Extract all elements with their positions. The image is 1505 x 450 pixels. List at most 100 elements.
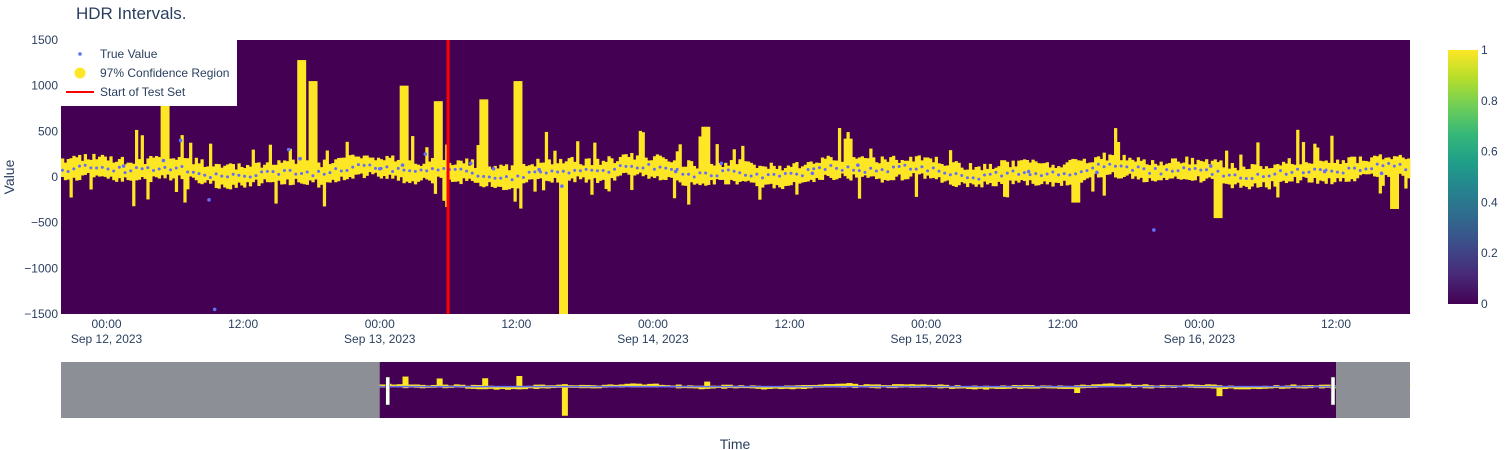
true-value-point [1170, 169, 1174, 173]
legend[interactable]: True Value 97% Confidence Region Start of … [61, 40, 237, 106]
confidence-bar [985, 168, 990, 185]
confidence-bar [678, 144, 682, 183]
confidence-bar [1122, 154, 1126, 177]
confidence-bar [334, 159, 338, 183]
confidence-bar [635, 155, 640, 175]
slider-bar [1108, 383, 1115, 388]
true-value-point [1322, 169, 1327, 174]
true-value-point [578, 169, 582, 173]
true-value-point [635, 166, 639, 170]
confidence-bar [180, 135, 184, 180]
slider-bar [971, 385, 978, 390]
colorbar-tick-label: 0.8 [1481, 94, 1498, 108]
confidence-bar [789, 166, 793, 186]
confidence-bar [100, 154, 105, 177]
true-value-point [1296, 167, 1300, 171]
true-value-point [681, 172, 685, 176]
confidence-bar [1392, 156, 1397, 209]
confidence-bar [109, 156, 113, 177]
confidence-bar [257, 162, 261, 187]
confidence-bar [820, 157, 825, 180]
confidence-bar [718, 163, 722, 180]
confidence-bar [607, 156, 611, 192]
main-plot-area[interactable] [60, 40, 1411, 314]
true-value-point [1108, 162, 1112, 166]
true-value-point [377, 166, 382, 171]
confidence-bar [963, 169, 967, 184]
confidence-bar [590, 165, 594, 195]
true-value-point [852, 168, 856, 172]
confidence-bar [456, 160, 460, 182]
true-value-point [863, 170, 867, 174]
true-value-point [721, 169, 725, 173]
confidence-bar [1119, 160, 1123, 179]
true-value-point [971, 176, 975, 180]
true-value-point [527, 170, 531, 174]
slider-bar [396, 384, 403, 388]
true-value-point [1039, 174, 1043, 178]
confidence-bar [829, 157, 833, 178]
true-value-point [123, 171, 127, 175]
confidence-bar [280, 162, 284, 185]
confidence-bar [1008, 167, 1012, 181]
confidence-bar [792, 163, 796, 183]
true-value-points [60, 138, 1408, 312]
confidence-bar [482, 99, 486, 188]
confidence-bar [450, 165, 455, 182]
true-value-point [954, 172, 958, 176]
true-value-point [1256, 172, 1260, 176]
true-value-point [544, 171, 548, 175]
confidence-bar [735, 164, 739, 185]
confidence-bar [63, 162, 68, 181]
confidence-bar [365, 155, 369, 176]
confidence-bar [553, 150, 557, 178]
true-value-point [129, 169, 133, 173]
x-tick-date: Sep 12, 2023 [71, 332, 143, 346]
confidence-bar [1091, 162, 1095, 192]
true-value-point [983, 173, 987, 177]
true-value-point [719, 161, 724, 166]
colorbar-tick-label: 0.2 [1481, 246, 1498, 260]
confidence-bar [1327, 162, 1331, 179]
confidence-bar [968, 163, 973, 184]
confidence-bar [1310, 163, 1314, 183]
confidence-bar [189, 142, 193, 177]
true-value-point [761, 176, 765, 180]
confidence-bar [1207, 164, 1212, 178]
true-value-point [673, 169, 678, 174]
true-value-point [1279, 169, 1283, 173]
confidence-bar [1088, 162, 1092, 178]
confidence-bar [806, 162, 810, 182]
confidence-bar [781, 170, 785, 190]
confidence-bar [288, 148, 292, 186]
confidence-bar [803, 164, 808, 182]
true-value-point [1261, 175, 1265, 179]
true-value-point [1398, 162, 1402, 166]
true-value-point [482, 175, 486, 179]
confidence-bar [516, 81, 520, 189]
true-value-point [1165, 168, 1169, 172]
true-value-point [1005, 171, 1009, 175]
true-value-point [453, 167, 457, 171]
true-value-point [1095, 170, 1099, 175]
confidence-bar [698, 136, 702, 186]
true-value-point [977, 177, 981, 181]
confidence-bar [818, 162, 822, 180]
confidence-bar [154, 156, 159, 178]
confidence-bar [337, 158, 341, 182]
confidence-bar [775, 168, 779, 186]
true-value-point [601, 169, 605, 173]
slider-bar [635, 383, 642, 388]
range-slider[interactable] [61, 362, 1411, 418]
true-value-point [516, 174, 520, 178]
true-value-point [169, 168, 173, 172]
slider-bar [499, 386, 506, 390]
true-value-point [1313, 167, 1317, 171]
true-value-point [459, 167, 463, 171]
confidence-bar [490, 169, 494, 187]
confidence-bar [689, 161, 694, 183]
true-value-point [550, 169, 554, 173]
true-value-point [231, 172, 235, 176]
confidence-bar [1014, 166, 1018, 181]
